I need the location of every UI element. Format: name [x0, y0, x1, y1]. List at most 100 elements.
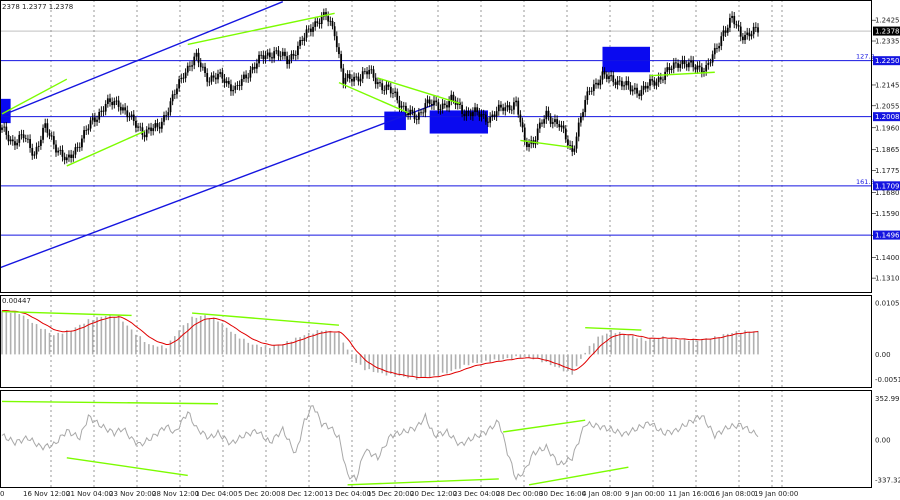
candle-body	[754, 26, 757, 28]
time-tick-label: 20 Dec 12:00	[410, 490, 457, 498]
histogram-bar	[9, 312, 12, 355]
candle-body	[545, 110, 548, 120]
price-tick-label: 1.2425	[875, 17, 900, 25]
histogram-bar	[230, 331, 232, 355]
candle-body	[573, 148, 576, 152]
candle-body	[119, 106, 122, 111]
candle-body	[579, 116, 582, 123]
oscillator-tick-label: 0.00	[875, 437, 891, 445]
zone-box	[0, 98, 11, 124]
histogram-bar	[644, 340, 647, 355]
histogram-bar	[515, 354, 517, 357]
candle-body	[117, 100, 120, 107]
candle-body	[433, 100, 435, 106]
histogram-bar	[420, 354, 422, 378]
current-price-box	[873, 26, 900, 36]
candle-body	[651, 79, 654, 81]
candle-body	[450, 94, 453, 101]
candle-body	[150, 127, 152, 132]
candle-body	[383, 90, 386, 91]
candle-body	[653, 80, 656, 86]
candle-body	[236, 85, 239, 86]
candle-body	[160, 121, 163, 129]
histogram-bar	[407, 354, 409, 379]
histogram-bar	[277, 344, 280, 355]
candle-body	[729, 17, 731, 28]
candle-body	[318, 23, 321, 25]
candle-body	[659, 77, 662, 80]
candle-body	[63, 156, 66, 161]
candle-body	[420, 112, 422, 114]
histogram-bar	[221, 323, 224, 355]
histogram-bar	[709, 338, 712, 355]
candle-body	[474, 107, 476, 112]
candle-body	[33, 154, 36, 156]
candle-body	[109, 98, 111, 102]
histogram-bar	[731, 333, 733, 355]
histogram-bar	[696, 340, 699, 355]
histogram-bar	[225, 327, 228, 355]
candle-body	[268, 52, 271, 58]
candle-body	[618, 80, 621, 82]
candle-body	[100, 110, 103, 112]
candle-body	[255, 63, 258, 69]
zone-box	[384, 111, 406, 131]
histogram-bar	[372, 354, 375, 373]
candle-body	[681, 60, 684, 65]
divergence-line	[66, 130, 145, 167]
candle-body	[357, 76, 360, 82]
histogram-bar	[489, 354, 491, 363]
candle-body	[666, 67, 669, 72]
histogram-bar	[748, 331, 751, 355]
candle-body	[700, 67, 703, 74]
time-tick-label: 13 Dec 04:00	[324, 490, 371, 498]
histogram-bar	[722, 334, 725, 355]
candle-body	[430, 103, 433, 106]
candle-body	[677, 63, 679, 68]
candle-body	[18, 134, 21, 143]
histogram-bar	[83, 323, 85, 355]
candle-body	[644, 85, 647, 89]
candle-body	[396, 91, 399, 101]
candle-body	[361, 71, 364, 79]
trend-lines	[0, 1, 435, 269]
candle-body	[497, 104, 500, 112]
candle-body	[577, 122, 580, 137]
histogram-bar	[299, 337, 301, 355]
candle-body	[558, 124, 561, 128]
candle-body	[726, 27, 729, 33]
candle-body	[482, 114, 485, 115]
candle-body	[273, 51, 276, 59]
candle-body	[55, 144, 57, 153]
candle-body	[417, 112, 420, 120]
candle-body	[243, 74, 245, 79]
lower-trend-line	[0, 103, 435, 269]
candle-body	[135, 120, 137, 128]
candle-body	[338, 47, 340, 55]
histogram-bar	[264, 345, 267, 355]
histogram-bar	[580, 354, 582, 359]
histogram-tick-label: -0.00514	[875, 376, 900, 384]
level-price-label: 1.1709	[875, 182, 900, 190]
histogram-bar	[692, 338, 694, 355]
histogram-divergence-line	[192, 312, 340, 326]
candle-body	[374, 77, 377, 85]
histogram-bar	[593, 343, 595, 355]
histogram-bar	[169, 340, 172, 355]
histogram-bar	[549, 354, 552, 366]
histogram-bar	[601, 335, 604, 355]
histogram-bar	[675, 339, 677, 355]
candle-body	[370, 69, 373, 71]
candle-body	[96, 119, 98, 122]
candle-body	[48, 132, 51, 136]
candle-body	[331, 20, 334, 27]
histogram-bar	[653, 338, 656, 355]
candle-body	[173, 94, 176, 96]
histogram-bar	[454, 354, 457, 370]
candle-body	[223, 78, 226, 84]
candle-body	[83, 130, 85, 139]
histogram-bar	[519, 354, 522, 358]
time-tick-label: 19 Jan 00:00	[754, 490, 798, 498]
candle-body	[398, 100, 401, 108]
candle-body	[662, 79, 664, 81]
